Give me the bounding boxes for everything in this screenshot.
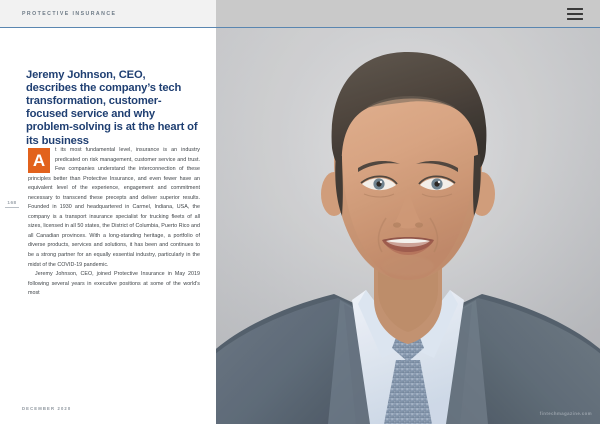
top-bar: PROTECTIVE INSURANCE <box>0 0 600 28</box>
paragraph-2: Jeremy Johnson, CEO, joined Protective I… <box>28 271 200 297</box>
page-title: Jeremy Johnson, CEO, describes the compa… <box>26 68 198 147</box>
kicker-label: PROTECTIVE INSURANCE <box>22 11 117 17</box>
hamburger-bar-1 <box>567 8 583 10</box>
photo-watermark: fintechmagazine.com <box>539 411 592 416</box>
nose <box>393 186 423 229</box>
eyebrows <box>358 160 458 172</box>
eyes <box>360 175 456 198</box>
page-marker-rule <box>5 206 19 208</box>
hamburger-icon[interactable] <box>567 8 583 20</box>
hair <box>331 52 487 216</box>
article-body: A t its most fundamental level, insuranc… <box>28 146 200 299</box>
paragraph-1: t its most fundamental level, insurance … <box>28 147 200 268</box>
drop-cap: A <box>28 148 50 173</box>
mouth <box>382 237 434 255</box>
portrait-photo: fintechmagazine.com <box>216 28 600 424</box>
hamburger-bar-3 <box>567 18 583 20</box>
smile-lines <box>377 217 439 253</box>
hamburger-bar-2 <box>567 13 583 15</box>
page-number: 168 <box>7 200 17 205</box>
page-marker: 168 <box>2 200 22 208</box>
issue-date: DECEMBER 2020 <box>22 406 72 411</box>
portrait-illustration <box>216 28 600 424</box>
neck <box>374 260 442 344</box>
header-divider <box>0 27 600 29</box>
article-column: 168 Jeremy Johnson, CEO, describes the c… <box>0 28 216 424</box>
top-bar-photo-strip <box>216 0 600 28</box>
